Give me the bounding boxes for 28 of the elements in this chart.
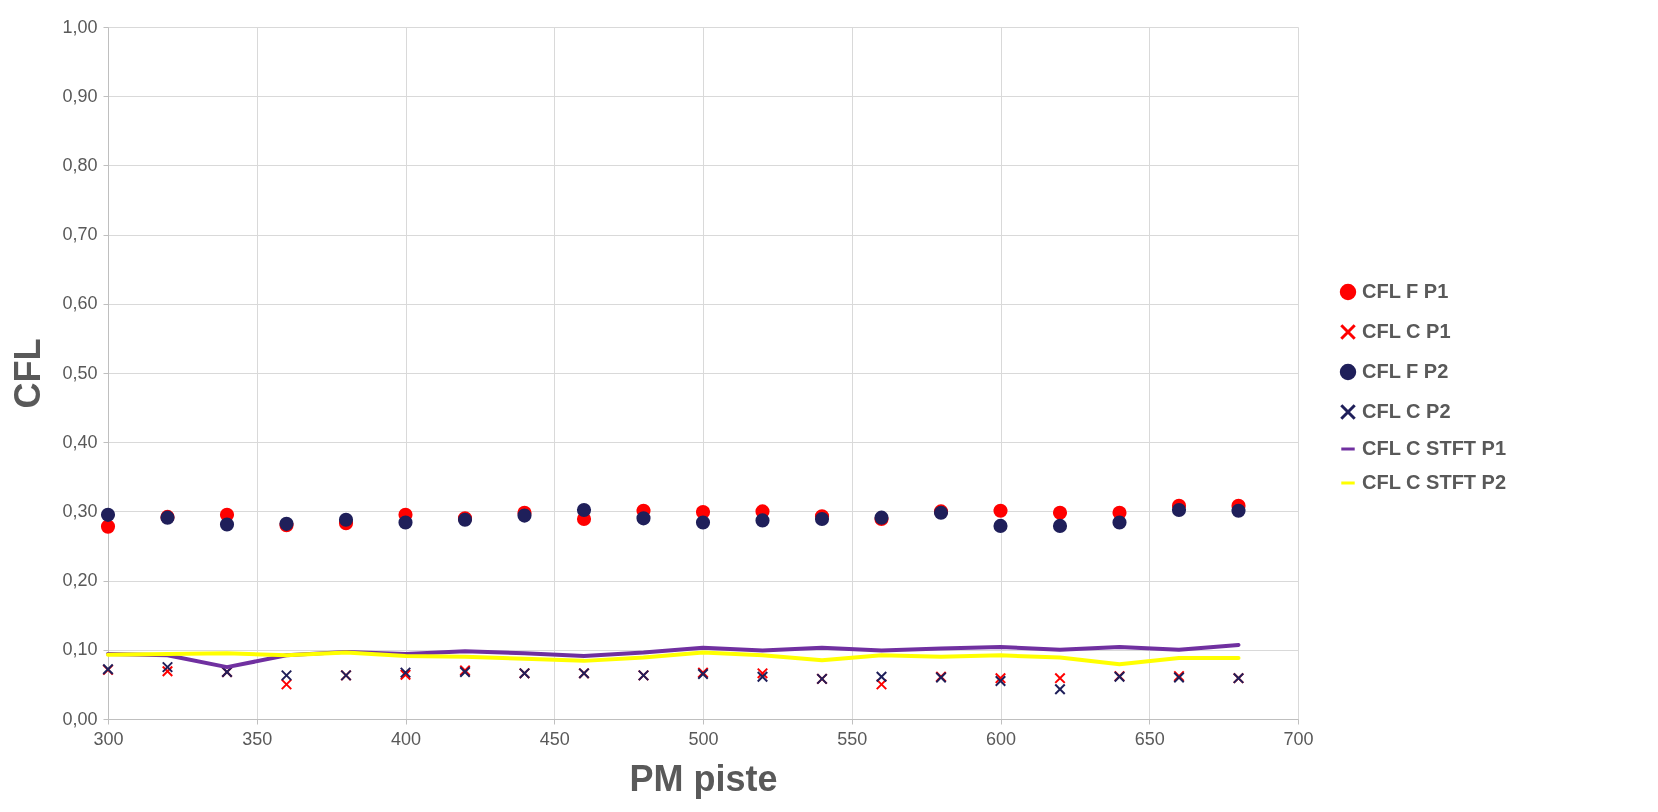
x-tick-label: 450: [539, 728, 570, 749]
legend-label: CFL C STFT P1: [1362, 437, 1507, 459]
y-tick-label: 0,40: [62, 431, 98, 452]
x-tick-label: 400: [390, 728, 422, 749]
y-tick-label: 0,00: [62, 708, 98, 729]
x-tick-label: 700: [1283, 728, 1314, 749]
y-axis-title: CFL: [7, 338, 49, 409]
x-tick-label: 550: [837, 728, 868, 749]
y-tick-label: 0,80: [62, 154, 98, 175]
y-tick-label: 1,00: [62, 16, 98, 37]
legend-label: CFL F P2: [1362, 360, 1449, 382]
y-tick-label: 0,70: [62, 224, 98, 245]
y-tick-label: 0,60: [62, 293, 98, 314]
y-tick-label: 0,90: [62, 85, 98, 106]
x-axis-title: PM piste: [629, 757, 778, 799]
legend-label: CFL C P1: [1362, 320, 1451, 342]
y-tick-label: 0,30: [62, 500, 98, 521]
y-tick-label: 0,10: [62, 639, 98, 660]
x-tick-label: 300: [93, 728, 124, 749]
y-tick-label: 0,20: [62, 570, 98, 591]
legend-label: CFL C P2: [1362, 400, 1451, 422]
x-tick-label: 650: [1134, 728, 1165, 749]
legend-label: CFL C STFT P2: [1362, 471, 1507, 493]
x-tick-label: 500: [688, 728, 719, 749]
x-tick-label: 600: [985, 728, 1017, 749]
x-tick-label: 350: [242, 728, 273, 749]
y-tick-label: 0,50: [62, 362, 98, 383]
legend-label: CFL F P1: [1362, 280, 1449, 302]
